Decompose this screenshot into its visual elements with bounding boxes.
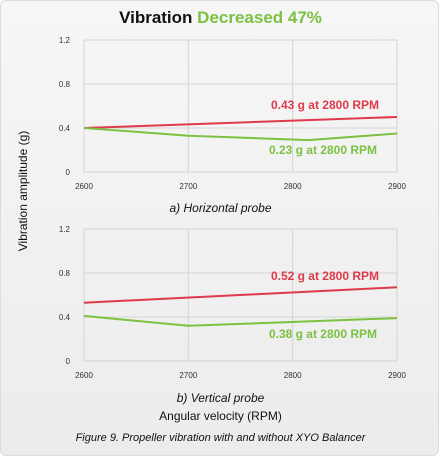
data-label-red-horizontal: 0.43 g at 2800 RPM (271, 98, 379, 112)
data-label-green-vertical: 0.38 g at 2800 RPM (269, 327, 377, 341)
series-line-green-vertical (83, 314, 398, 327)
y-tick-label-vertical-0: 0 (66, 357, 71, 366)
chart-caption-vertical: b) Vertical probe (176, 391, 265, 405)
y-tick-label-vertical-2: 0.8 (59, 269, 71, 278)
series-line-green-horizontal (83, 127, 398, 142)
x-tick-label-horizontal-0: 2600 (75, 182, 93, 191)
series-line-red-vertical (83, 286, 398, 304)
y-tick-label-vertical-1: 0.4 (59, 313, 71, 322)
y-tick-label-horizontal-3: 1.2 (59, 36, 71, 45)
x-tick-label-horizontal-3: 2900 (388, 182, 406, 191)
chart-title: Vibration Decreased 47% (1, 8, 438, 28)
series-line-red-horizontal (83, 116, 398, 129)
y-tick-label-horizontal-0: 0 (66, 168, 71, 177)
y-tick-label-horizontal-1: 0.4 (59, 124, 71, 133)
chart-caption-horizontal: a) Horizontal probe (169, 201, 272, 215)
title-highlight: Decreased 47% (197, 8, 322, 27)
x-axis-label: Angular velocity (RPM) (159, 409, 282, 423)
title-text: Vibration (119, 8, 193, 27)
x-tick-label-vertical-2: 2800 (284, 371, 302, 380)
x-tick-label-horizontal-2: 2800 (284, 182, 302, 191)
figure-caption: Figure 9. Propeller vibration with and w… (75, 432, 366, 444)
data-label-red-vertical: 0.52 g at 2800 RPM (271, 269, 379, 283)
x-tick-label-vertical-1: 2700 (179, 371, 197, 380)
data-label-green-horizontal: 0.23 g at 2800 RPM (269, 143, 377, 157)
y-tick-label-vertical-3: 1.2 (59, 225, 71, 234)
x-tick-label-horizontal-1: 2700 (179, 182, 197, 191)
x-tick-label-vertical-3: 2900 (388, 371, 406, 380)
y-tick-label-horizontal-2: 0.8 (59, 80, 71, 89)
x-tick-label-vertical-0: 2600 (75, 371, 93, 380)
